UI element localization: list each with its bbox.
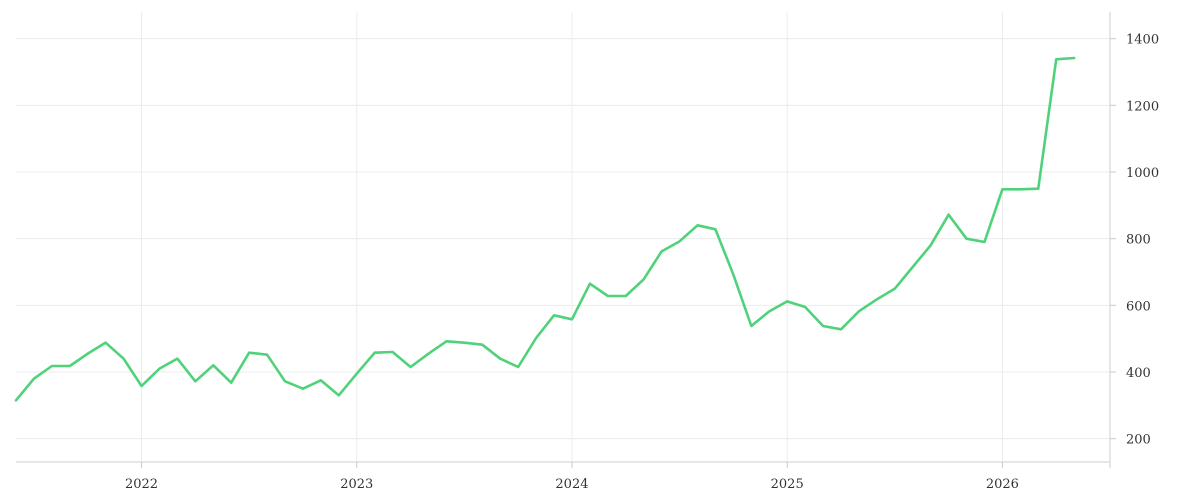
y-tick-label-800: 800 — [1126, 233, 1151, 248]
y-tick-label-1200: 1200 — [1126, 99, 1159, 114]
series-layer — [14, 56, 1076, 402]
x-tick-label-2024: 2024 — [555, 477, 588, 492]
y-tick-label-400: 400 — [1126, 366, 1151, 381]
y-tick-label-1000: 1000 — [1126, 166, 1159, 181]
x-tick-label-2022: 2022 — [125, 477, 158, 492]
series-line-0 — [14, 56, 1076, 402]
axis-layer — [16, 12, 1116, 468]
label-layer: 200 400 600 800 1000 1200 1400 2022 2023 2024 2025… — [125, 33, 1159, 492]
x-tick-label-2026: 2026 — [986, 477, 1019, 492]
grid-layer — [16, 12, 1110, 462]
y-tick-label-1400: 1400 — [1126, 33, 1159, 48]
y-tick-label-600: 600 — [1126, 299, 1151, 314]
x-tick-label-2023: 2023 — [340, 477, 373, 492]
y-tick-label-200: 200 — [1126, 433, 1151, 448]
x-tick-label-2025: 2025 — [771, 477, 804, 492]
